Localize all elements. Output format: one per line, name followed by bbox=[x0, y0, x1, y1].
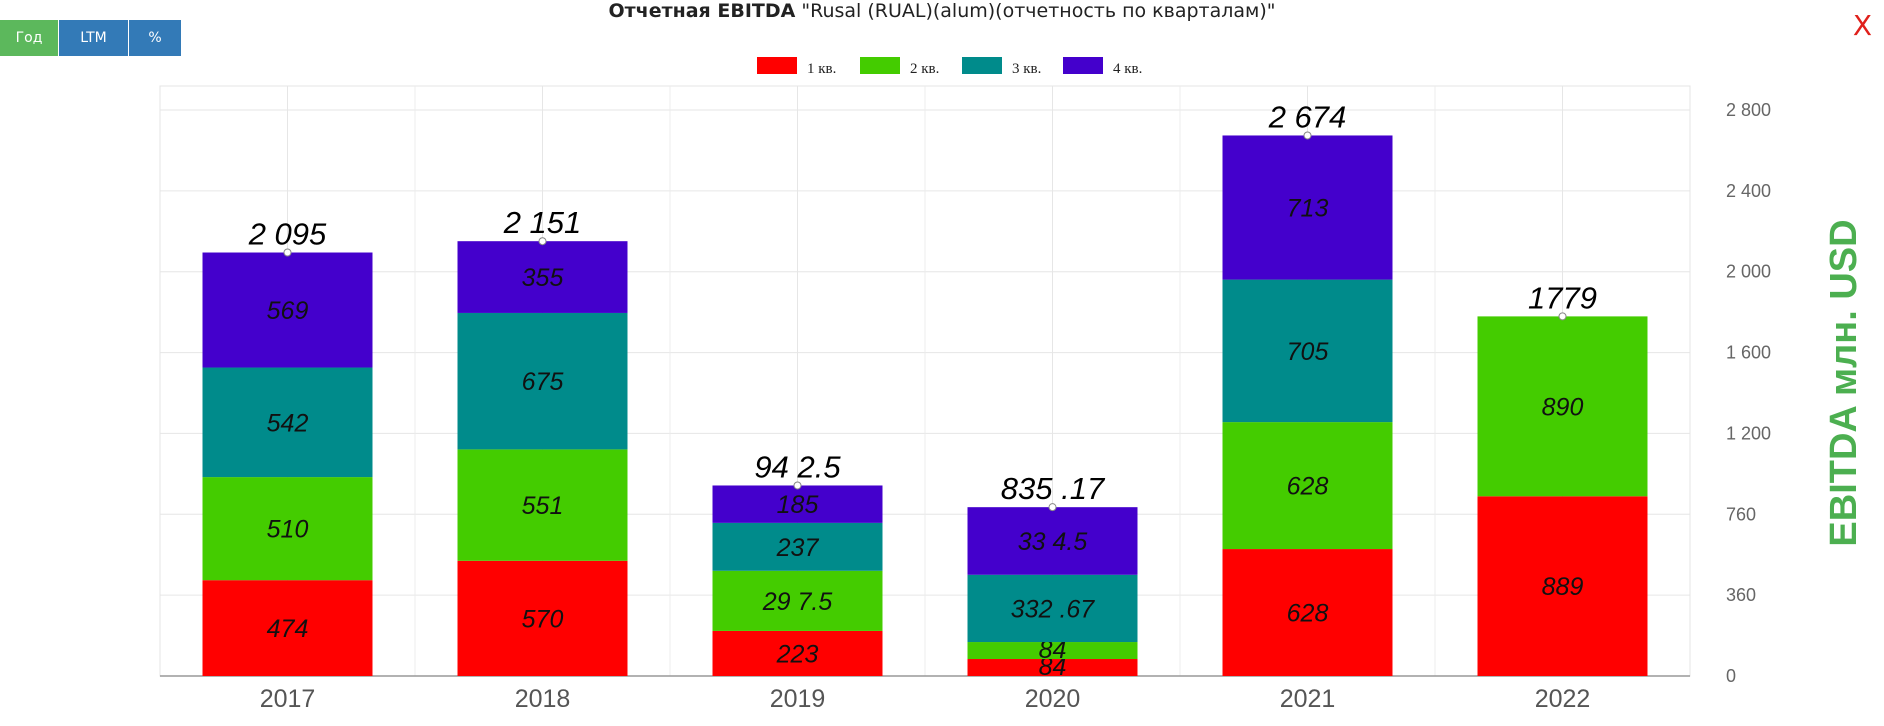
data-label: 510 bbox=[267, 516, 309, 544]
legend-label-q1: 1 кв. bbox=[807, 61, 836, 77]
legend-swatch-q4 bbox=[1063, 57, 1103, 74]
total-marker bbox=[538, 237, 547, 246]
data-label: 551 bbox=[522, 492, 564, 520]
data-label: 890 bbox=[1542, 393, 1584, 421]
y-tick-label: 360 bbox=[1726, 585, 1756, 605]
x-tick-label: 2017 bbox=[260, 685, 316, 713]
total-label: 835 .17 bbox=[1001, 471, 1106, 506]
close-icon[interactable]: X bbox=[1852, 9, 1872, 42]
data-label: 713 bbox=[1287, 195, 1329, 223]
legend-label-q3: 3 кв. bbox=[1012, 61, 1041, 77]
chart-title-bold: Отчетная EBITDA bbox=[608, 0, 796, 22]
data-label: 889 bbox=[1542, 573, 1584, 601]
chart-title: Отчетная EBITDA "Rusal (RUAL)(alum)(отче… bbox=[0, 0, 1884, 22]
y-tick-label: 1 200 bbox=[1726, 423, 1771, 443]
total-marker bbox=[283, 248, 292, 257]
data-label: 355 bbox=[522, 264, 564, 292]
bar-segment-q3 bbox=[967, 574, 1138, 643]
total-marker bbox=[1558, 312, 1567, 321]
data-label: 628 bbox=[1287, 600, 1329, 628]
data-label: 223 bbox=[776, 640, 819, 668]
y-tick-label: 760 bbox=[1726, 504, 1756, 524]
bar-segment-q4 bbox=[1222, 135, 1393, 280]
ltm-button[interactable]: LTM bbox=[59, 20, 129, 56]
data-label: 185 bbox=[777, 491, 819, 519]
bar-segment-q1 bbox=[712, 630, 883, 676]
x-tick-label: 2020 bbox=[1025, 685, 1081, 713]
data-label: 33 4.5 bbox=[1018, 528, 1088, 556]
bar-segment-q4 bbox=[712, 485, 883, 523]
legend-swatch-q2 bbox=[860, 57, 900, 74]
y-axis-title: EBITDA млн. USD bbox=[1823, 219, 1865, 546]
bar-segment-q3 bbox=[202, 367, 373, 478]
legend-label-q4: 4 кв. bbox=[1113, 61, 1142, 77]
y-tick-label: 1 600 bbox=[1726, 343, 1771, 363]
bar-segment-q3 bbox=[712, 522, 883, 571]
y-tick-label: 0 bbox=[1726, 666, 1736, 686]
bar-segment-q3 bbox=[1222, 279, 1393, 423]
y-tick-label: 2 400 bbox=[1726, 181, 1771, 201]
total-marker bbox=[1303, 131, 1312, 140]
data-label: 569 bbox=[267, 297, 309, 325]
data-label: 675 bbox=[522, 368, 564, 396]
period-toggle-group: Год LTM % bbox=[0, 20, 181, 56]
data-label: 237 bbox=[776, 534, 820, 562]
total-label: 2 095 bbox=[248, 217, 327, 252]
data-label: 332 .67 bbox=[1011, 595, 1096, 623]
data-label: 570 bbox=[522, 605, 564, 633]
x-tick-label: 2022 bbox=[1535, 685, 1591, 713]
x-tick-label: 2019 bbox=[770, 685, 826, 713]
bar-segment-q2 bbox=[457, 449, 628, 561]
legend-label-q2: 2 кв. bbox=[910, 61, 939, 77]
x-tick-label: 2018 bbox=[515, 685, 571, 713]
bar-segment-q3 bbox=[457, 312, 628, 450]
bar-segment-q2 bbox=[1222, 422, 1393, 550]
percent-button[interactable]: % bbox=[129, 20, 181, 56]
bar-segment-q1 bbox=[457, 560, 628, 676]
bar-segment-q4 bbox=[457, 241, 628, 313]
data-label: 29 7.5 bbox=[762, 588, 833, 616]
total-marker bbox=[793, 481, 802, 490]
bar-segment-q2 bbox=[1477, 316, 1648, 497]
bar-segment-q2 bbox=[202, 477, 373, 581]
bar-segment-q4 bbox=[967, 507, 1138, 575]
data-label: 542 bbox=[267, 409, 309, 437]
bar-segment-q1 bbox=[1222, 549, 1393, 676]
total-marker bbox=[1048, 503, 1057, 512]
legend-swatch-q3 bbox=[962, 57, 1002, 74]
bar-segment-q1 bbox=[1477, 496, 1648, 676]
total-label: 2 151 bbox=[503, 205, 582, 240]
bar-segment-q2 bbox=[712, 570, 883, 631]
y-tick-label: 2 000 bbox=[1726, 262, 1771, 282]
y-tick-label: 2 800 bbox=[1726, 100, 1771, 120]
year-button[interactable]: Год bbox=[0, 20, 59, 56]
data-label: 474 bbox=[267, 615, 309, 643]
total-label: 94 2.5 bbox=[754, 449, 841, 484]
bar-segment-q4 bbox=[202, 252, 373, 368]
data-label: 628 bbox=[1287, 473, 1329, 501]
bar-segment-q1 bbox=[967, 659, 1138, 676]
chart-title-rest: "Rusal (RUAL)(alum)(отчетность по кварта… bbox=[801, 0, 1276, 22]
bar-segment-q2 bbox=[967, 642, 1138, 660]
x-tick-label: 2021 bbox=[1280, 685, 1336, 713]
total-label: 2 674 bbox=[1268, 99, 1347, 134]
legend-swatch-q1 bbox=[757, 57, 797, 74]
bar-segment-q1 bbox=[202, 580, 373, 676]
data-label: 705 bbox=[1287, 338, 1329, 366]
total-label: 1779 bbox=[1528, 280, 1597, 315]
